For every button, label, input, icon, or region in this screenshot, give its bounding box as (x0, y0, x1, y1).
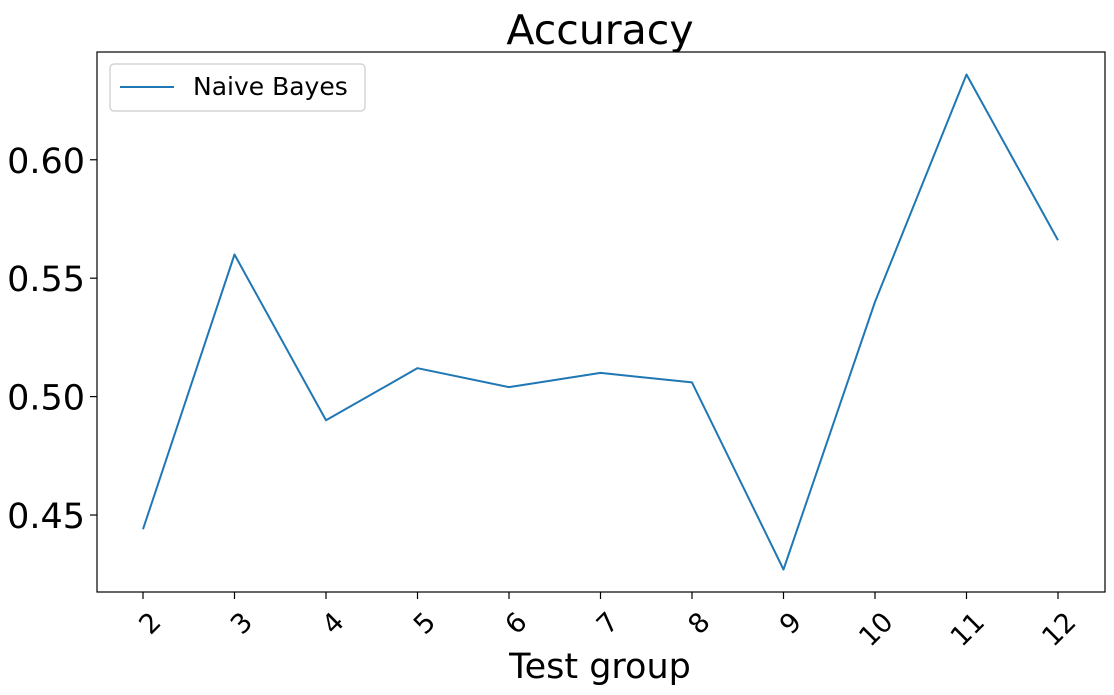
series-line-0 (142, 73, 1059, 571)
x-tick-label: 12 (1036, 607, 1082, 653)
x-tick-label: 6 (499, 607, 533, 641)
y-tick-label: 0.45 (7, 497, 85, 537)
plot-area: 0.45 0.50 0.55 0.60 2 3 4 5 6 7 8 9 10 11 12 (7, 73, 1083, 653)
legend: Naive Bayes (109, 63, 366, 112)
y-tick-label: 0.60 (7, 142, 85, 182)
y-tick-label: 0.50 (7, 379, 85, 419)
legend-box (109, 63, 366, 112)
x-tick-label: 3 (225, 607, 259, 641)
x-tick-label: 10 (853, 607, 899, 653)
x-tick-label: 5 (408, 607, 442, 641)
x-tick-label: 2 (133, 607, 167, 641)
x-tick-label: 9 (774, 607, 808, 641)
x-tick-label: 7 (591, 607, 625, 641)
plot-frame (96, 51, 1106, 593)
legend-label: Naive Bayes (193, 72, 348, 101)
x-tick-label: 11 (945, 607, 991, 653)
chart-title: Accuracy (506, 6, 693, 54)
x-axis-label: Test group (508, 647, 691, 687)
x-tick-label: 8 (682, 607, 716, 641)
y-tick-label: 0.55 (7, 260, 85, 300)
x-tick-label: 4 (316, 607, 350, 641)
